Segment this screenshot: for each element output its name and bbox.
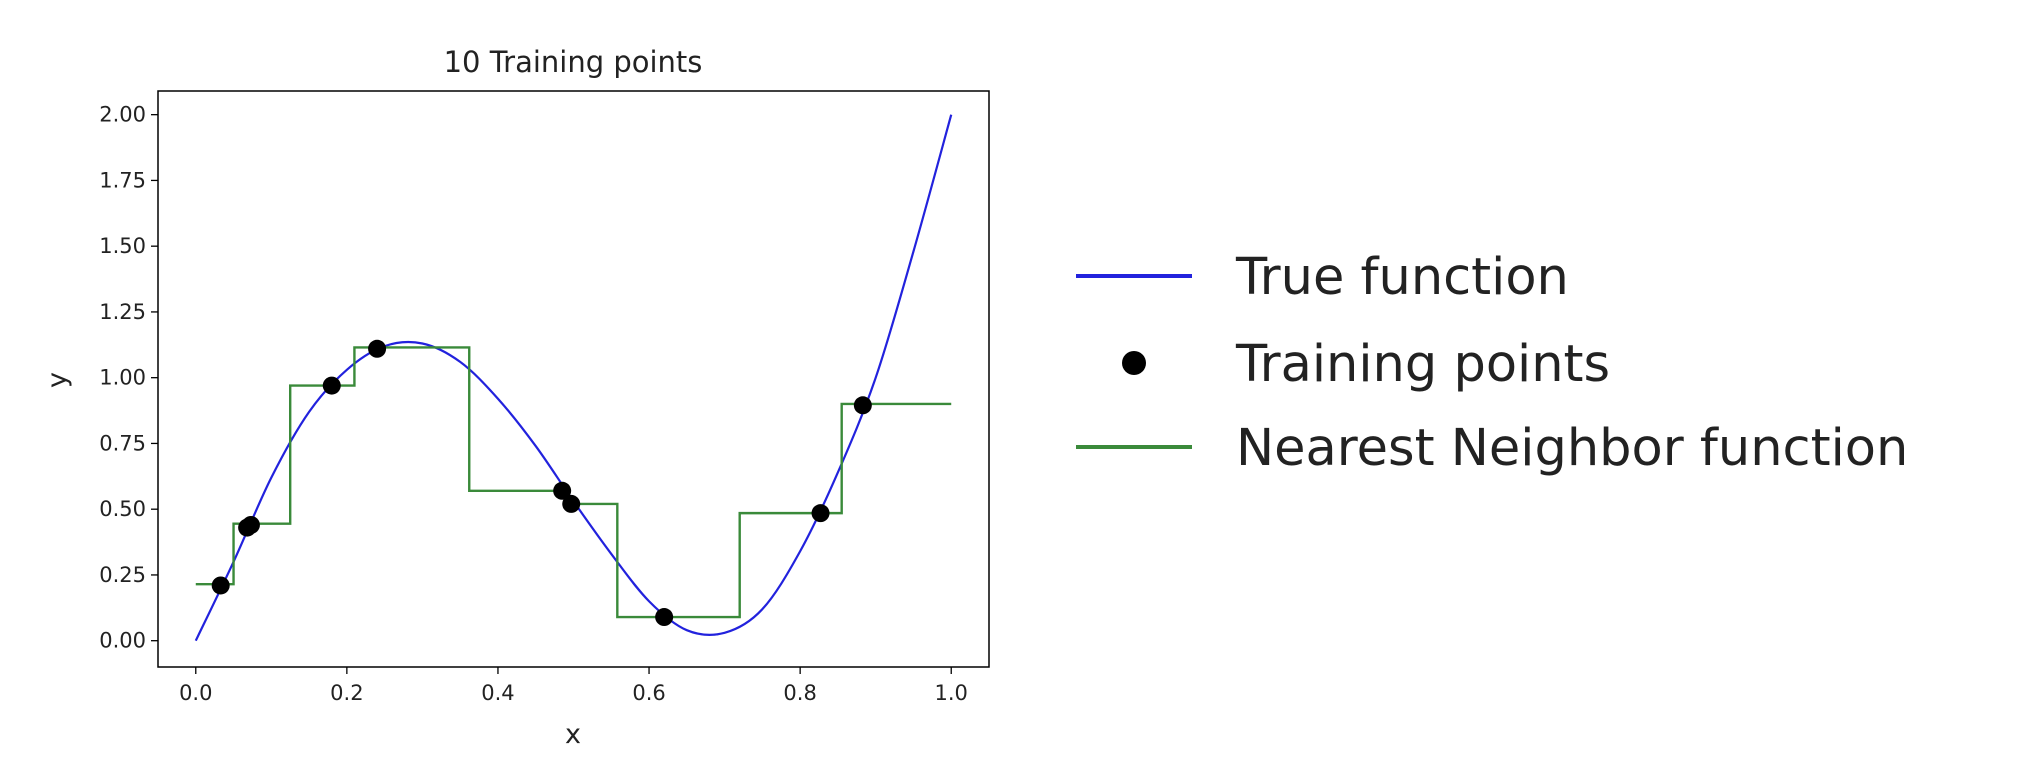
- y-tick-label: 0.00: [99, 629, 146, 653]
- training-point: [853, 396, 872, 415]
- legend: True function Training points Nearest Neig…: [1076, 248, 1908, 478]
- training-point: [562, 494, 581, 513]
- y-axis: 0.00 0.25 0.50 0.75 1.00 1.25 1.50 1.75 2.00: [99, 103, 158, 653]
- training-point: [553, 481, 572, 500]
- training-point: [655, 608, 674, 627]
- training-point: [211, 576, 230, 595]
- x-tick-label: 0.8: [783, 681, 816, 705]
- nearest-neighbor-line: [195, 346, 952, 619]
- x-axis: 0.0 0.2 0.4 0.6 0.8 1.0: [179, 667, 968, 705]
- axes-frame: [157, 90, 990, 668]
- y-tick-label: 0.75: [99, 431, 146, 455]
- x-tick-label: 0.6: [632, 681, 665, 705]
- y-tick-label: 0.50: [99, 497, 146, 521]
- plot-area: [194, 114, 953, 642]
- y-tick-label: 2.00: [99, 103, 146, 127]
- training-point: [368, 339, 387, 358]
- y-axis-label: y: [42, 372, 73, 388]
- y-tick-label: 1.25: [99, 300, 146, 324]
- y-tick-label: 1.75: [99, 168, 146, 192]
- x-tick-label: 0.0: [179, 681, 212, 705]
- training-point: [241, 515, 260, 534]
- x-tick-label: 0.2: [330, 681, 363, 705]
- training-point: [811, 504, 830, 523]
- y-tick-label: 1.50: [99, 234, 146, 258]
- legend-label: True function: [1235, 248, 1569, 307]
- x-tick-label: 1.0: [935, 681, 968, 705]
- legend-marker-icon: [1122, 351, 1146, 375]
- y-tick-label: 1.00: [99, 366, 146, 390]
- x-tick-label: 0.4: [481, 681, 514, 705]
- x-axis-label: x: [565, 719, 581, 750]
- training-point: [322, 376, 341, 395]
- legend-label: Training points: [1235, 335, 1610, 394]
- legend-label: Nearest Neighbor function: [1236, 419, 1908, 478]
- y-tick-label: 0.25: [99, 563, 146, 587]
- true-function-line: [194, 114, 953, 642]
- chart-title: 10 Training points: [444, 45, 703, 79]
